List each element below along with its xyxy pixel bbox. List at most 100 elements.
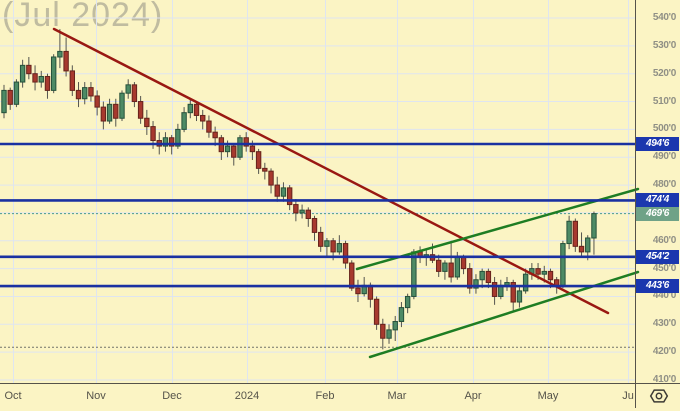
candle-down (150, 126, 156, 142)
candle-down (268, 170, 274, 186)
settings-gear-icon[interactable] (649, 386, 669, 406)
candle-down (212, 131, 218, 139)
candle-down (485, 270, 492, 284)
candle-up (516, 290, 523, 303)
candle-up (404, 295, 411, 309)
candle-down (491, 282, 498, 297)
price-tick-label: 490'0 (652, 151, 676, 163)
last-price-label: 469'6 (636, 206, 679, 221)
candle-up (299, 209, 305, 214)
candle-down (75, 89, 82, 100)
candle-down (44, 75, 51, 91)
candle-up (57, 50, 63, 58)
month-tick-label: Nov (86, 390, 106, 402)
candle-up (119, 92, 125, 119)
candle-down (262, 167, 268, 172)
candle-down (193, 103, 200, 116)
candle-down (63, 50, 69, 72)
candle-down (467, 268, 473, 289)
candle-up (50, 56, 57, 91)
month-tick-label: Dec (162, 390, 182, 402)
candle-up (324, 240, 330, 247)
candle-up (560, 243, 566, 286)
candle-up (237, 137, 243, 158)
price-tick-label: 460'0 (652, 234, 676, 246)
downtrend-line (52, 27, 610, 315)
price-tick-label: 530'0 (652, 39, 676, 51)
candle-up (566, 220, 572, 245)
candle-up (82, 87, 88, 100)
price-tick-label: 410'0 (652, 373, 676, 385)
candle-down (460, 256, 467, 270)
candle-down (311, 217, 318, 233)
month-tick-label: Ju (622, 390, 634, 402)
candle-down (7, 89, 13, 105)
candle-down (231, 145, 237, 158)
candle-up (1, 89, 7, 114)
price-level-label: 454'2 (636, 249, 679, 264)
candle-down (510, 282, 516, 303)
candle-up (479, 270, 485, 281)
candle-up (336, 243, 343, 253)
hexagon-outline (649, 389, 669, 403)
candle-down (274, 184, 280, 197)
candle-down (547, 270, 554, 281)
candle-up (473, 279, 479, 289)
candle-down (367, 284, 374, 300)
candle-down (137, 101, 144, 119)
candle-down (448, 262, 454, 278)
candle-up (398, 307, 405, 323)
candle-down (373, 298, 380, 325)
candle-down (100, 106, 107, 122)
candle-up (106, 103, 113, 122)
price-level-label: 474'4 (636, 193, 679, 208)
candle-down (32, 73, 38, 83)
hexagon-inner-circle (655, 392, 663, 400)
candle-down (293, 204, 299, 214)
candle-up (454, 256, 461, 278)
candle-down (318, 231, 324, 247)
candle-down (26, 64, 32, 75)
candle-up (125, 84, 131, 94)
candle-down (113, 103, 119, 119)
month-tick-label: Feb (315, 390, 335, 402)
price-tick-label: 430'0 (652, 318, 676, 330)
price-tick-label: 520'0 (652, 67, 676, 79)
candle-down (578, 245, 585, 253)
candle-down (535, 268, 541, 275)
candle-up (280, 187, 287, 197)
candle-up (224, 145, 231, 153)
price-level-label: 494'6 (636, 137, 679, 151)
candle-down (144, 117, 150, 128)
price-level-label: 443'6 (636, 279, 679, 294)
candle-down (436, 259, 442, 272)
candle-down (131, 84, 138, 103)
candle-up (175, 128, 181, 147)
candle-down (380, 323, 386, 339)
candle-up (38, 75, 44, 83)
candle-up (541, 270, 547, 275)
candle-up (386, 329, 392, 339)
candle-up (181, 112, 187, 130)
candle-up (442, 262, 448, 272)
month-tick-label: Oct (4, 390, 22, 402)
candle-down (243, 137, 249, 147)
contract-watermark: (Jul 2024) (2, 0, 164, 34)
price-tick-label: 540'0 (652, 12, 676, 23)
candle-down (553, 279, 560, 286)
month-tick-label: Apr (464, 390, 482, 402)
candle-down (330, 240, 336, 253)
candle-up (411, 251, 417, 297)
candle-down (305, 209, 311, 219)
month-tick-label: May (537, 390, 559, 402)
candle-up (187, 103, 194, 114)
candle-up (585, 237, 591, 253)
candle-down (286, 187, 293, 206)
price-tick-label: 500'0 (652, 123, 676, 135)
month-tick-label: Mar (387, 390, 407, 402)
price-tick-label: 450'0 (652, 262, 676, 274)
candle-down (349, 262, 355, 289)
candle-down (168, 137, 175, 147)
